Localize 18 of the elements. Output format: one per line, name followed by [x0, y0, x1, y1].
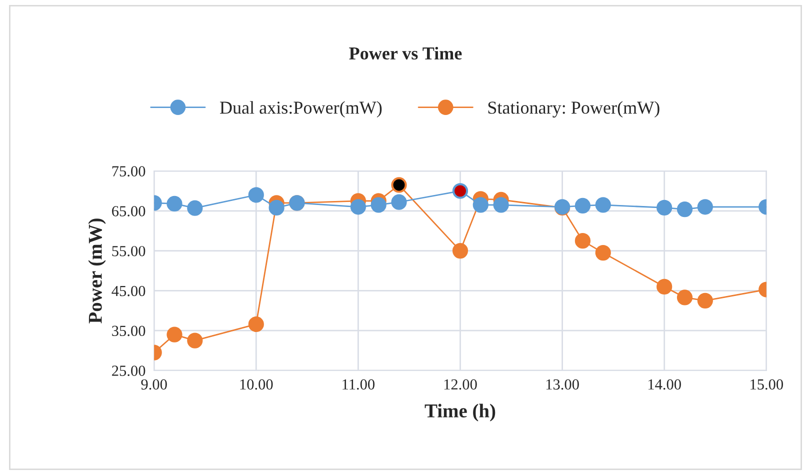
legend-label: Dual axis:Power(mW) [220, 101, 382, 118]
x-tick-label: 14.00 [648, 379, 681, 390]
x-axis-title: Time (h) [424, 404, 496, 422]
y-tick-label: 25.00 [112, 366, 146, 376]
legend-label: Stationary: Power(mW) [488, 101, 660, 118]
x-tick-label: 11.00 [342, 379, 375, 390]
x-tick-label: 12.00 [444, 379, 477, 390]
y-tick-label: 75.00 [112, 166, 146, 177]
chart-title: Power vs Time [349, 46, 462, 60]
y-tick-label: 35.00 [112, 326, 146, 336]
x-tick-label: 13.00 [546, 379, 579, 390]
y-axis-title: Power (mW) [88, 218, 106, 324]
y-tick-label: 55.00 [112, 246, 146, 256]
x-tick-label: 9.00 [141, 379, 167, 390]
x-tick-label: 10.00 [240, 379, 273, 390]
x-tick-label: 15.00 [750, 379, 783, 390]
y-tick-label: 45.00 [112, 286, 146, 296]
y-tick-label: 65.00 [112, 206, 146, 216]
